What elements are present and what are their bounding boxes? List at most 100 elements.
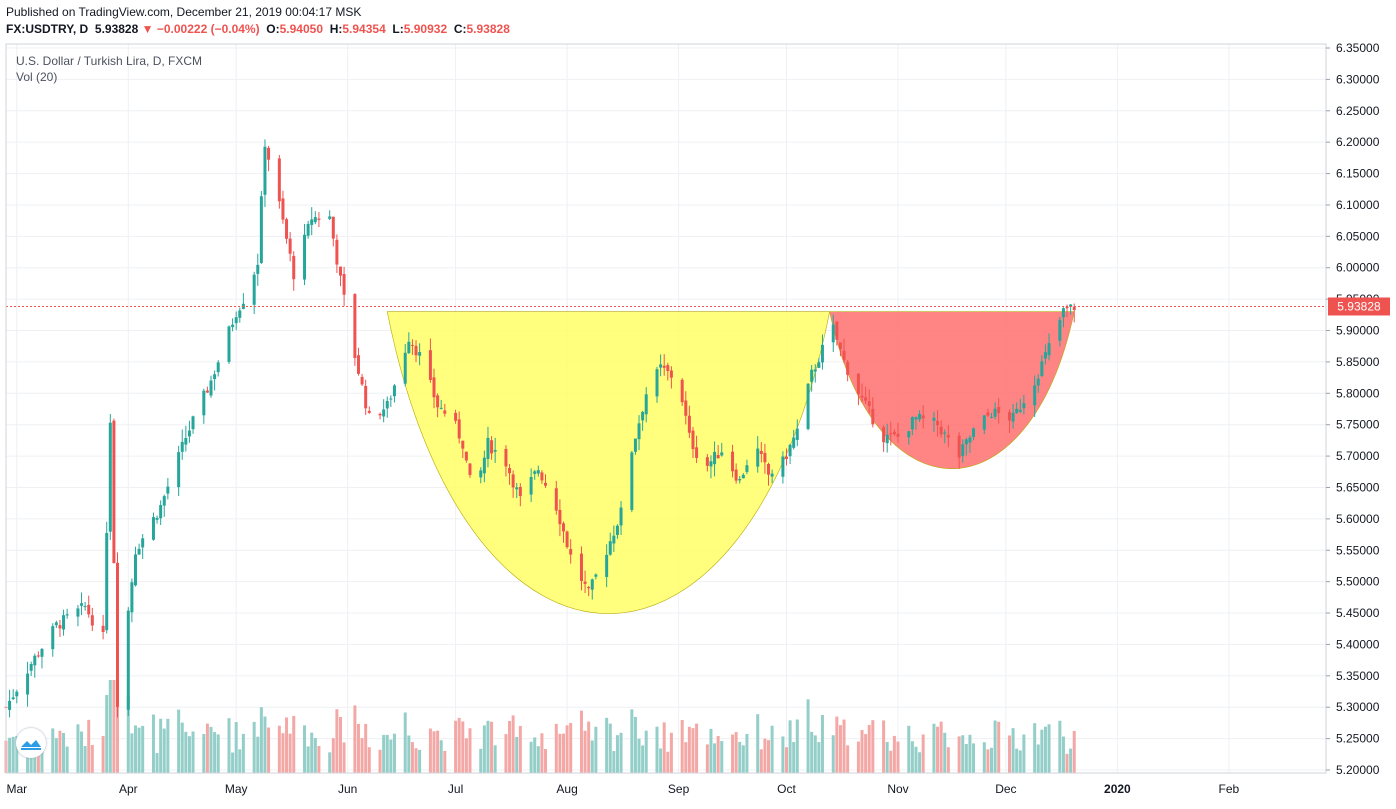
volume-bar bbox=[630, 709, 634, 773]
candle-body bbox=[414, 345, 418, 356]
candle-body bbox=[317, 218, 321, 220]
y-tick-label: 5.60000 bbox=[1336, 512, 1380, 526]
volume-bar bbox=[356, 723, 360, 773]
candle-body bbox=[767, 463, 771, 475]
volume-bar bbox=[990, 747, 994, 773]
volume-bar bbox=[907, 725, 911, 773]
candle-body bbox=[835, 321, 839, 340]
symbol-label: FX:USDTRY, D bbox=[6, 22, 89, 36]
candle-body bbox=[558, 509, 562, 525]
low-value: 5.90932 bbox=[403, 22, 448, 36]
volume-bar bbox=[141, 725, 145, 773]
candle-body bbox=[267, 147, 271, 160]
candle-body bbox=[378, 413, 382, 416]
volume-bar bbox=[946, 747, 950, 773]
candle-body bbox=[162, 496, 166, 506]
y-tick-label: 5.50000 bbox=[1336, 575, 1380, 589]
volume-bar bbox=[644, 730, 648, 773]
candle-body bbox=[756, 448, 760, 467]
volume-bar bbox=[126, 695, 130, 773]
volume-bar bbox=[353, 705, 357, 773]
volume-bar bbox=[637, 738, 641, 773]
candle-body bbox=[428, 350, 432, 380]
candle-body bbox=[407, 341, 411, 354]
candle-body bbox=[641, 411, 645, 421]
candle-body bbox=[281, 198, 285, 220]
volume-bar bbox=[80, 731, 84, 773]
candle-body bbox=[65, 614, 69, 616]
volume-bar bbox=[720, 741, 724, 773]
volume-bar bbox=[943, 732, 947, 773]
candle-body bbox=[1043, 352, 1047, 359]
candle-body bbox=[896, 433, 900, 437]
candle-body bbox=[533, 471, 537, 474]
candle-body bbox=[216, 362, 220, 373]
volume-bar bbox=[993, 720, 997, 773]
candle-body bbox=[166, 486, 170, 494]
candle-body bbox=[569, 549, 573, 555]
volume-legend[interactable]: Vol (20) bbox=[16, 70, 58, 84]
volume-bar bbox=[303, 725, 307, 773]
volume-bar bbox=[932, 723, 936, 773]
candle-body bbox=[745, 465, 749, 472]
volume-bar bbox=[835, 716, 839, 773]
candle-body bbox=[993, 408, 997, 417]
volume-bar bbox=[263, 716, 267, 773]
candle-body bbox=[972, 428, 976, 437]
candle-body bbox=[482, 457, 486, 474]
volume-bar bbox=[162, 728, 166, 773]
volume-bar bbox=[508, 720, 512, 773]
volume-bar bbox=[817, 742, 821, 773]
candle-body bbox=[436, 395, 440, 408]
candle-body bbox=[486, 437, 490, 459]
candle-body bbox=[910, 417, 914, 430]
volume-bar bbox=[137, 727, 141, 773]
x-tick-label: 2020 bbox=[1104, 782, 1131, 796]
candle-body bbox=[806, 383, 810, 430]
candle-body bbox=[792, 437, 796, 448]
volume-bar bbox=[331, 738, 335, 773]
candle-body bbox=[885, 434, 889, 444]
candle-body bbox=[540, 472, 544, 481]
candle-body bbox=[15, 691, 19, 697]
tradingview-logo[interactable] bbox=[16, 728, 46, 758]
volume-bar bbox=[385, 734, 389, 773]
y-tick-label: 6.10000 bbox=[1336, 198, 1380, 212]
candle-body bbox=[644, 394, 648, 415]
candle-body bbox=[76, 608, 80, 617]
series-legend[interactable]: U.S. Dollar / Turkish Lira, D, FXCM bbox=[16, 54, 203, 68]
volume-bar bbox=[957, 736, 961, 773]
candle-body bbox=[605, 554, 609, 577]
candle-body bbox=[659, 364, 663, 368]
candle-body bbox=[838, 342, 842, 349]
volume-bar bbox=[76, 724, 80, 773]
candle-body bbox=[382, 409, 386, 417]
volume-bar bbox=[418, 749, 422, 773]
candle-body bbox=[493, 450, 497, 452]
candle-body bbox=[1069, 304, 1073, 307]
x-tick-label: Apr bbox=[119, 782, 138, 796]
volume-bar bbox=[691, 728, 695, 773]
volume-bar bbox=[490, 721, 494, 773]
candle-body bbox=[939, 426, 943, 435]
y-tick-label: 5.35000 bbox=[1336, 669, 1380, 683]
volume-bar bbox=[367, 747, 371, 773]
volume-bar bbox=[439, 740, 443, 773]
candle-body bbox=[468, 463, 472, 475]
candle-body bbox=[490, 440, 494, 454]
volume-bar bbox=[133, 725, 137, 773]
chart-axes bbox=[5, 43, 1327, 774]
candle-body bbox=[187, 430, 191, 437]
candle-body bbox=[259, 196, 263, 263]
candle-body bbox=[1018, 409, 1022, 412]
volume-bar bbox=[662, 722, 666, 773]
volume-bar bbox=[403, 712, 407, 773]
volume-bar bbox=[40, 742, 44, 773]
candle-body bbox=[306, 223, 310, 236]
volume-bar bbox=[155, 753, 159, 773]
volume-bar bbox=[997, 721, 1001, 773]
candle-body bbox=[205, 390, 209, 393]
volume-bar bbox=[1011, 728, 1015, 773]
candle-body bbox=[90, 615, 94, 626]
